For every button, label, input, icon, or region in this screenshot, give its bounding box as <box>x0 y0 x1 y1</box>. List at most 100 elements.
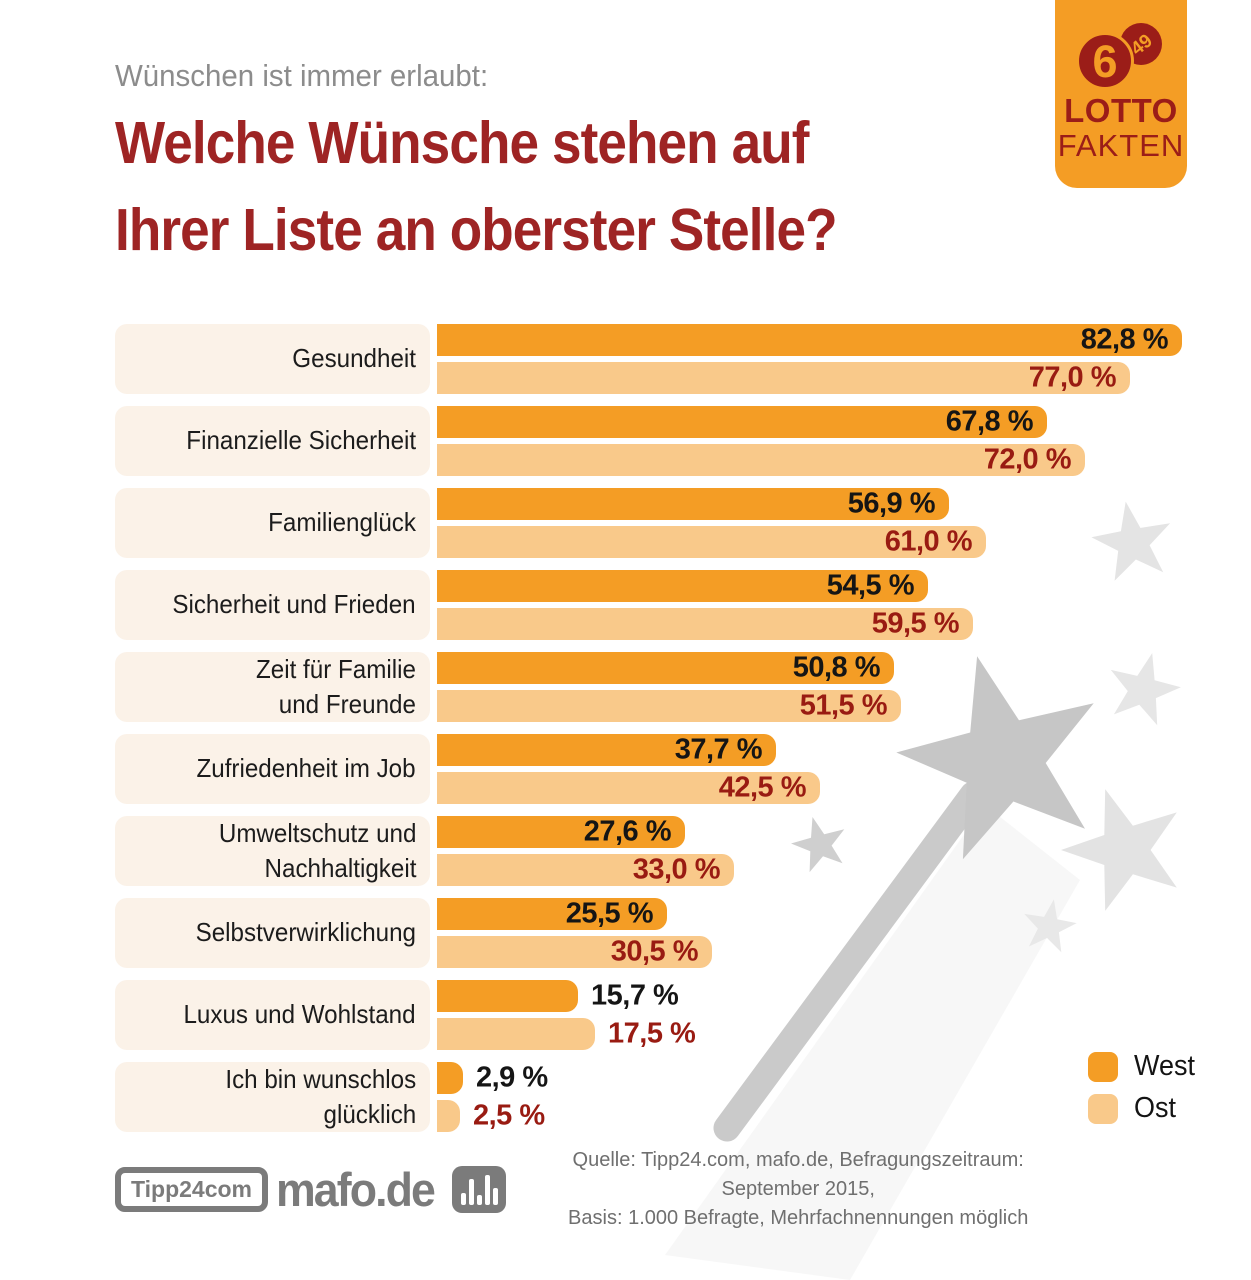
bar-ost <box>437 1100 460 1132</box>
legend-item-ost: Ost <box>1088 1092 1200 1125</box>
footer: Tipp24com mafo.de Quelle: Tipp24.com, ma… <box>115 1146 1058 1233</box>
bar-row: Selbstverwirklichung 25,5 % 30,5 % <box>115 898 1235 968</box>
value-label-ost: 2,5 % <box>473 1099 545 1132</box>
bar-line-west: 54,5 % <box>437 570 1235 602</box>
ball-6-number: 6 <box>1092 36 1117 87</box>
lotto-balls-icon: 49 6 <box>1076 23 1162 90</box>
bar-line-west: 2,9 % <box>437 1062 1235 1094</box>
bar-line-ost: 72,0 % <box>437 444 1235 476</box>
category-label: Selbstverwirklichung <box>195 917 416 948</box>
legend-swatch-west-icon <box>1088 1051 1118 1082</box>
bar-west <box>437 734 776 766</box>
bar-pair: 50,8 % 51,5 % <box>437 652 1235 722</box>
legend-item-west: West <box>1088 1050 1200 1083</box>
bar-west <box>437 898 667 930</box>
category-label: Gesundheit <box>292 343 416 374</box>
bar-line-west: 50,8 % <box>437 652 1235 684</box>
bar-west <box>437 980 578 1012</box>
bar-row: Familienglück 56,9 % 61,0 % <box>115 488 1235 558</box>
badge-word-lotto: LOTTO <box>1064 92 1178 129</box>
category-label: Sicherheit und Frieden <box>172 589 416 620</box>
bar-line-ost: 59,5 % <box>437 608 1235 640</box>
bar-ost <box>437 362 1130 394</box>
lotto-fakten-badge: 49 6 LOTTO FAKTEN <box>1055 0 1187 188</box>
category-label-box: Finanzielle Sicherheit <box>115 406 430 476</box>
value-label-ost: 33,0 % <box>632 853 721 886</box>
category-label-box: Umweltschutz und Nachhaltigkeit <box>115 816 430 886</box>
bar-pair: 67,8 % 72,0 % <box>437 406 1235 476</box>
bar-row: Ich bin wunschlos glücklich 2,9 % 2,5 % <box>115 1062 1235 1132</box>
bar-line-ost: 61,0 % <box>437 526 1235 558</box>
value-label-ost: 42,5 % <box>718 771 807 804</box>
value-label-ost: 61,0 % <box>884 525 973 558</box>
bar-line-ost: 77,0 % <box>437 362 1235 394</box>
category-label: Luxus und Wohlstand <box>183 999 416 1030</box>
mafo-barchart-icon <box>452 1166 507 1213</box>
category-label-box: Gesundheit <box>115 324 430 394</box>
category-label: Finanzielle Sicherheit <box>186 425 416 456</box>
category-label: Ich bin wunschlos glücklich <box>225 1063 416 1129</box>
value-label-west: 82,8 % <box>1080 323 1169 356</box>
bar-west <box>437 1062 463 1094</box>
bar-pair: 15,7 % 17,5 % <box>437 980 1235 1050</box>
value-label-ost: 72,0 % <box>983 443 1072 476</box>
mafo-logo: mafo.de <box>276 1163 436 1216</box>
bar-west <box>437 406 1047 438</box>
bar-row: Gesundheit 82,8 % 77,0 % <box>115 324 1235 394</box>
bar-line-ost: 2,5 % <box>437 1100 1235 1132</box>
value-label-ost: 59,5 % <box>871 607 960 640</box>
bar-line-ost: 30,5 % <box>437 936 1235 968</box>
value-label-west: 50,8 % <box>792 651 881 684</box>
tipp24-logo: Tipp24com <box>115 1167 268 1212</box>
bar-pair: 54,5 % 59,5 % <box>437 570 1235 640</box>
bar-west <box>437 816 685 848</box>
bar-line-west: 67,8 % <box>437 406 1235 438</box>
value-label-west: 25,5 % <box>565 897 654 930</box>
bar-line-ost: 17,5 % <box>437 1018 1235 1050</box>
category-label-box: Selbstverwirklichung <box>115 898 430 968</box>
value-label-ost: 30,5 % <box>610 935 699 968</box>
value-label-west: 2,9 % <box>476 1061 548 1094</box>
bar-row: Luxus und Wohlstand 15,7 % 17,5 % <box>115 980 1235 1050</box>
bar-chart: Gesundheit 82,8 % 77,0 % Finanzielle Sicher… <box>115 324 1235 1144</box>
category-label: Zufriedenheit im Job <box>196 753 416 784</box>
value-label-west: 54,5 % <box>826 569 915 602</box>
bar-ost <box>437 690 901 722</box>
bar-line-ost: 33,0 % <box>437 854 1235 886</box>
legend-label-west: West <box>1134 1050 1195 1082</box>
category-label-box: Familienglück <box>115 488 430 558</box>
value-label-west: 56,9 % <box>847 487 936 520</box>
category-label-box: Luxus und Wohlstand <box>115 980 430 1050</box>
value-label-ost: 77,0 % <box>1028 361 1117 394</box>
bar-line-west: 25,5 % <box>437 898 1235 930</box>
bar-row: Finanzielle Sicherheit 67,8 % 72,0 % <box>115 406 1235 476</box>
source-note: Quelle: Tipp24.com, mafo.de, Befragungsz… <box>538 1146 1058 1233</box>
bar-line-west: 27,6 % <box>437 816 1235 848</box>
source-line1: Quelle: Tipp24.com, mafo.de, Befragungsz… <box>572 1149 1024 1200</box>
bar-line-ost: 51,5 % <box>437 690 1235 722</box>
bar-line-west: 37,7 % <box>437 734 1235 766</box>
source-line2: Basis: 1.000 Befragte, Mehrfachnennungen… <box>568 1207 1029 1229</box>
kicker-text: Wünschen ist immer erlaubt: <box>115 58 489 93</box>
legend-label-ost: Ost <box>1134 1092 1176 1124</box>
bar-line-ost: 42,5 % <box>437 772 1235 804</box>
bar-pair: 37,7 % 42,5 % <box>437 734 1235 804</box>
category-label-box: Sicherheit und Frieden <box>115 570 430 640</box>
page-title-line1: Welche Wünsche stehen auf <box>115 110 809 176</box>
bar-west <box>437 324 1182 356</box>
value-label-west: 15,7 % <box>591 979 679 1012</box>
bar-line-west: 82,8 % <box>437 324 1235 356</box>
value-label-ost: 51,5 % <box>799 689 888 722</box>
chart-legend: West Ost <box>1088 1050 1200 1134</box>
category-label: Umweltschutz und Nachhaltigkeit <box>218 817 416 883</box>
bar-pair: 82,8 % 77,0 % <box>437 324 1235 394</box>
bar-ost <box>437 444 1085 476</box>
category-label: Familienglück <box>268 507 416 538</box>
bar-line-west: 15,7 % <box>437 980 1235 1012</box>
bar-pair: 25,5 % 30,5 % <box>437 898 1235 968</box>
bar-west <box>437 652 894 684</box>
value-label-west: 67,8 % <box>945 405 1034 438</box>
category-label-box: Zeit für Familie und Freunde <box>115 652 430 722</box>
bar-pair: 2,9 % 2,5 % <box>437 1062 1235 1132</box>
